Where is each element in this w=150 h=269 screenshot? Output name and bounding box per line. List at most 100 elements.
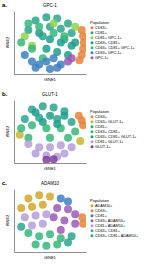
panel: c.ADAM10tSNE1tSNE2PopulationADAM10+CD63+… [2,180,139,260]
legend-entry: CD63+ GPC-1+ [95,51,123,55]
legend-swatch [91,120,94,123]
point [46,134,54,142]
point [24,20,32,28]
point [50,104,58,112]
x-axis [15,163,87,164]
point [50,155,58,163]
point [32,150,40,158]
point [64,20,72,28]
point [79,121,86,129]
point [17,124,25,132]
point [57,25,65,33]
legend-entry: CD81+ GLUT-1+ [95,140,124,144]
legend-swatch [91,36,94,39]
title: GLUT-1 [42,92,58,97]
legend-entry: CD63+ CD81+ [95,41,121,45]
point [17,223,25,231]
y-label: tSNE2 [5,36,10,48]
panel: a.GPC-1tSNE1tSNE2PopulationCD63+CD81+CD8… [2,2,136,82]
axis-line [15,252,87,253]
point [68,143,76,151]
point [42,156,50,163]
point [64,198,72,206]
legend-swatch [91,224,94,227]
x-axis [15,252,87,253]
point [64,205,72,213]
point [32,64,40,72]
legend-swatch [91,115,94,118]
point [71,39,79,47]
legend-swatch [91,229,94,232]
point [46,143,54,151]
point [64,239,72,247]
point [46,112,54,120]
point [28,45,36,53]
figure: a.GPC-1tSNE1tSNE2PopulationCD63+CD81+CD8… [0,0,150,269]
legend-entry: CD63+ ADAM10+ [95,219,126,223]
legend-entry: GPC-1+ [95,56,110,60]
point [35,23,43,31]
legend-title: Population [90,20,109,25]
point [71,128,79,136]
point [39,102,47,110]
y-label: tSNE2 [5,125,10,137]
point [50,54,58,62]
legend-swatch [91,26,94,29]
point [46,230,54,238]
points [17,13,86,73]
point [17,39,25,47]
point [42,210,50,218]
title: ADAM10 [41,181,60,186]
point [24,194,32,202]
x-axis [15,74,87,75]
point [35,191,43,199]
axis-line [14,101,15,164]
point [57,226,65,234]
legend-swatch [91,31,94,34]
point [68,118,76,126]
point [53,64,61,72]
legend-title: Population [90,109,109,114]
y-axis [14,101,15,164]
legend: PopulationCD63+CD63+ GLUT-1+CD81+CD63+ C… [90,109,137,149]
x-label: tSNE1 [44,255,56,260]
point [21,51,29,59]
point [46,65,54,73]
point [60,150,68,158]
legend: PopulationCD63+CD81+CD81+ GPC-1+CD63+ CD… [90,20,136,60]
point [60,32,68,40]
panel: b.GLUT-1tSNE1tSNE2PopulationCD63+CD63+ G… [2,91,137,171]
point [53,240,61,248]
y-label: tSNE2 [5,214,10,226]
legend-entry: GLUT-1+ [95,145,111,149]
point [42,13,50,21]
legend-entry: CD81+ [95,31,108,35]
axis-line [14,190,15,253]
legend-entry: CD81+ GPC-1+ [95,36,123,40]
legend-swatch [91,125,94,128]
legend-title: Population [90,198,109,203]
point [35,232,43,240]
points [16,102,86,163]
point [76,56,84,64]
point [53,204,61,212]
point [53,120,61,128]
legend-swatch [91,219,94,222]
point [39,201,47,209]
point [71,23,79,31]
legend-entry: CD63+ [95,209,108,213]
legend-entry: CD63+ CD81+ [95,229,121,233]
legend-entry: CD63+ CD81+ GPC-1+ [95,46,136,50]
legend-swatch [91,130,94,133]
panel-label: a. [2,2,7,8]
point [71,220,79,228]
legend-entry: CD63+ CD81+ [95,130,121,134]
axis-line [14,12,15,75]
point [50,213,58,221]
legend-entry: CD63+ CD81+ ADAM10+ [95,234,139,238]
legend-swatch [91,204,94,207]
legend-swatch [91,209,94,212]
legend: PopulationADAM10+CD63+CD81+CD63+ ADAM10+… [90,198,139,238]
point [24,229,32,237]
point [68,54,76,62]
